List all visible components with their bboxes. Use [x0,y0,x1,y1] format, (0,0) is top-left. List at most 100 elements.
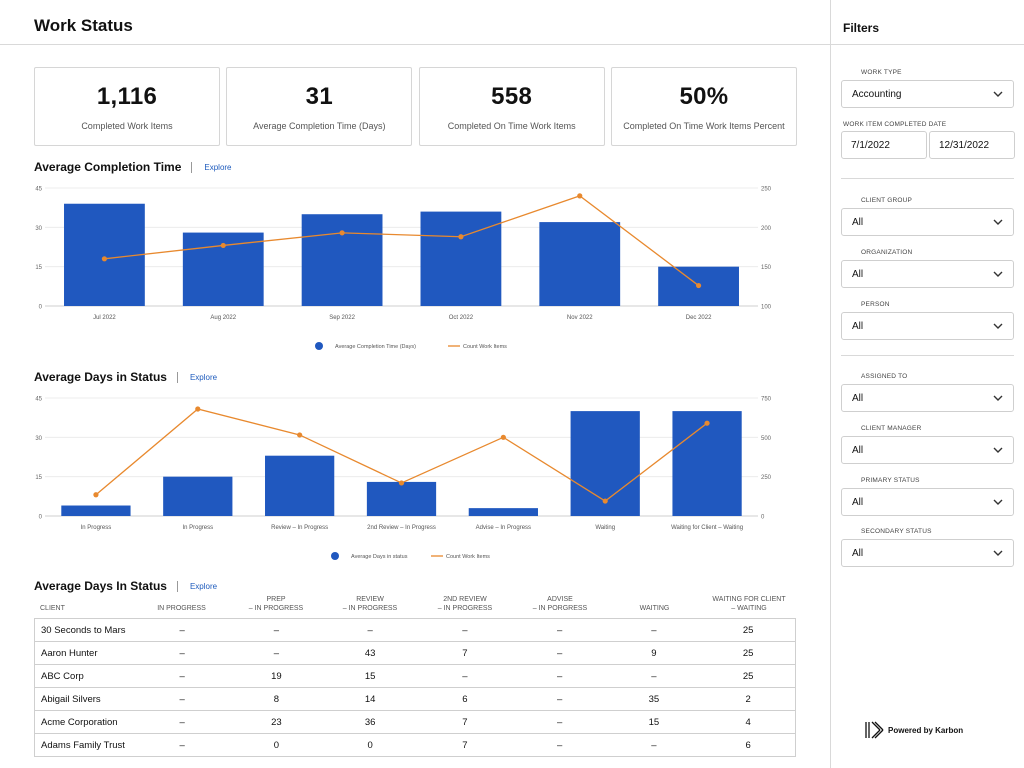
table-cell: – [651,670,657,682]
column-header: CLIENT [40,605,65,612]
line-point[interactable] [695,282,702,289]
chart-bar[interactable] [539,222,621,306]
chart-bar[interactable] [64,203,145,306]
chevron-down-icon [993,219,1003,225]
y-right-tick-label: 250 [761,187,772,193]
kpi-card-average-completion-time: 31 Average Completion Time (Days) [226,67,413,146]
y-right-tick-label: 150 [761,265,772,271]
filter-select[interactable]: All [841,312,1014,340]
select-value: All [852,547,864,559]
chart-bar[interactable] [420,211,502,306]
x-tick-label: 2nd Review – In Progress [367,525,436,531]
filter-label: CLIENT GROUP [861,197,913,204]
kpi-card-on-time-percent: 50% Completed On Time Work Items Percent [610,67,797,146]
section-title-completion-time: Average Completion Time Explore [34,160,232,174]
line-point[interactable] [101,256,108,262]
column-header: REVIEW – IN PROGRESS [342,596,398,612]
table-row[interactable]: Aaron Hunter – – 43 7 – 9 25 [35,642,795,665]
line-point[interactable] [458,234,464,240]
section-title-days-in-status-table: Average Days In Status Explore [34,579,217,593]
powered-by-karbon: Powered by Karbon [864,721,963,739]
legend-label: Average Days in status [351,554,408,560]
x-tick-label: Oct 2022 [449,315,474,321]
chart-bar[interactable] [61,505,131,516]
x-tick-label: Waiting for Client – Waiting [671,525,743,531]
table-row[interactable]: Abigail Silvers – 8 14 6 – 35 2 [35,688,795,711]
filter-select[interactable]: All [841,384,1014,412]
x-tick-label: Waiting [595,525,615,531]
table-cell: 25 [742,670,754,682]
line-point[interactable] [500,434,506,440]
filter-select[interactable]: All [841,208,1014,236]
filter-divider [841,355,1014,356]
table-cell: 6 [745,739,751,751]
line-point[interactable] [297,432,303,438]
main-panel: Work Status 1,116 Completed Work Items 3… [0,16,830,757]
legend-marker-bar [331,552,339,560]
section-title-days-in-status: Average Days in Status Explore [34,370,217,384]
chart-bar[interactable] [366,481,437,516]
filter-select[interactable]: All [841,488,1014,516]
table-cell: 36 [364,716,376,728]
y-right-tick-label: 500 [761,436,772,442]
table-cell: – [179,716,185,728]
line-point[interactable] [93,492,99,498]
legend-marker-bar [315,342,323,350]
column-header: 2ND REVIEW – IN PROGRESS [437,596,493,612]
y-left-tick-label: 30 [35,436,42,442]
table-cell: – [462,624,468,636]
table-cell: – [179,647,185,659]
explore-link[interactable]: Explore [189,581,218,591]
table-cell: 15 [364,670,376,682]
line-point[interactable] [220,242,226,249]
table-cell: 0 [367,739,373,751]
filter-select[interactable]: All [841,260,1014,288]
x-tick-label: Aug 2022 [210,315,236,321]
chevron-down-icon [993,550,1003,556]
explore-link[interactable]: Explore [189,372,218,382]
filter-select[interactable]: All [841,539,1014,567]
work-type-select[interactable]: Accounting [841,80,1014,108]
chart-bar[interactable] [163,476,233,516]
table-row[interactable]: Acme Corporation – 23 36 7 – 15 4 [35,711,795,734]
client-name-cell: Acme Corporation [41,716,118,728]
table-cell: – [651,624,657,636]
table-cell: 7 [462,647,468,659]
explore-link[interactable]: Explore [204,162,232,172]
y-left-tick-label: 0 [39,305,43,311]
chart-bar[interactable] [672,411,742,516]
date-from-input[interactable]: 7/1/2022 [841,131,927,159]
line-point[interactable] [339,230,345,236]
line-point[interactable] [195,406,201,412]
line-point[interactable] [398,480,405,486]
line-point[interactable] [577,193,583,199]
table-row[interactable]: Adams Family Trust – 0 0 7 – – 6 [35,734,795,757]
table-row[interactable]: ABC Corp – 19 15 – – – 25 [35,665,795,688]
kpi-value: 50% [679,83,729,110]
table-cell: 25 [742,624,754,636]
column-header: WAITING [639,605,670,612]
chart-bar[interactable] [265,455,335,516]
section-title-text: Average Days in Status [34,370,167,384]
line-point[interactable] [602,498,608,504]
date-to-input[interactable]: 12/31/2022 [929,131,1015,159]
column-header: PREP – IN PROGRESS [248,596,304,612]
filter-label: PRIMARY STATUS [861,477,920,484]
table-cell: – [556,739,563,751]
days-in-status-chart: 0 15 30 45 0 250 500 750 In Progress In Progress R… [35,397,772,560]
kpi-value: 31 [305,83,333,110]
table-cell: 19 [271,670,282,682]
y-right-tick-label: 200 [761,226,772,232]
y-right-tick-label: 0 [761,515,765,521]
chevron-down-icon [993,499,1003,505]
chevron-down-icon [993,395,1003,401]
table-row[interactable]: 30 Seconds to Mars – – – – – – 25 [35,619,795,642]
filter-select[interactable]: All [841,436,1014,464]
chart-bar[interactable] [301,214,383,306]
line-point[interactable] [704,420,710,426]
kpi-card-on-time-items: 558 Completed On Time Work Items [418,67,605,146]
client-name-cell: Adams Family Trust [41,739,125,751]
table-cell: 9 [651,647,657,659]
table-cell: – [179,624,185,636]
chart-bar[interactable] [468,508,538,516]
